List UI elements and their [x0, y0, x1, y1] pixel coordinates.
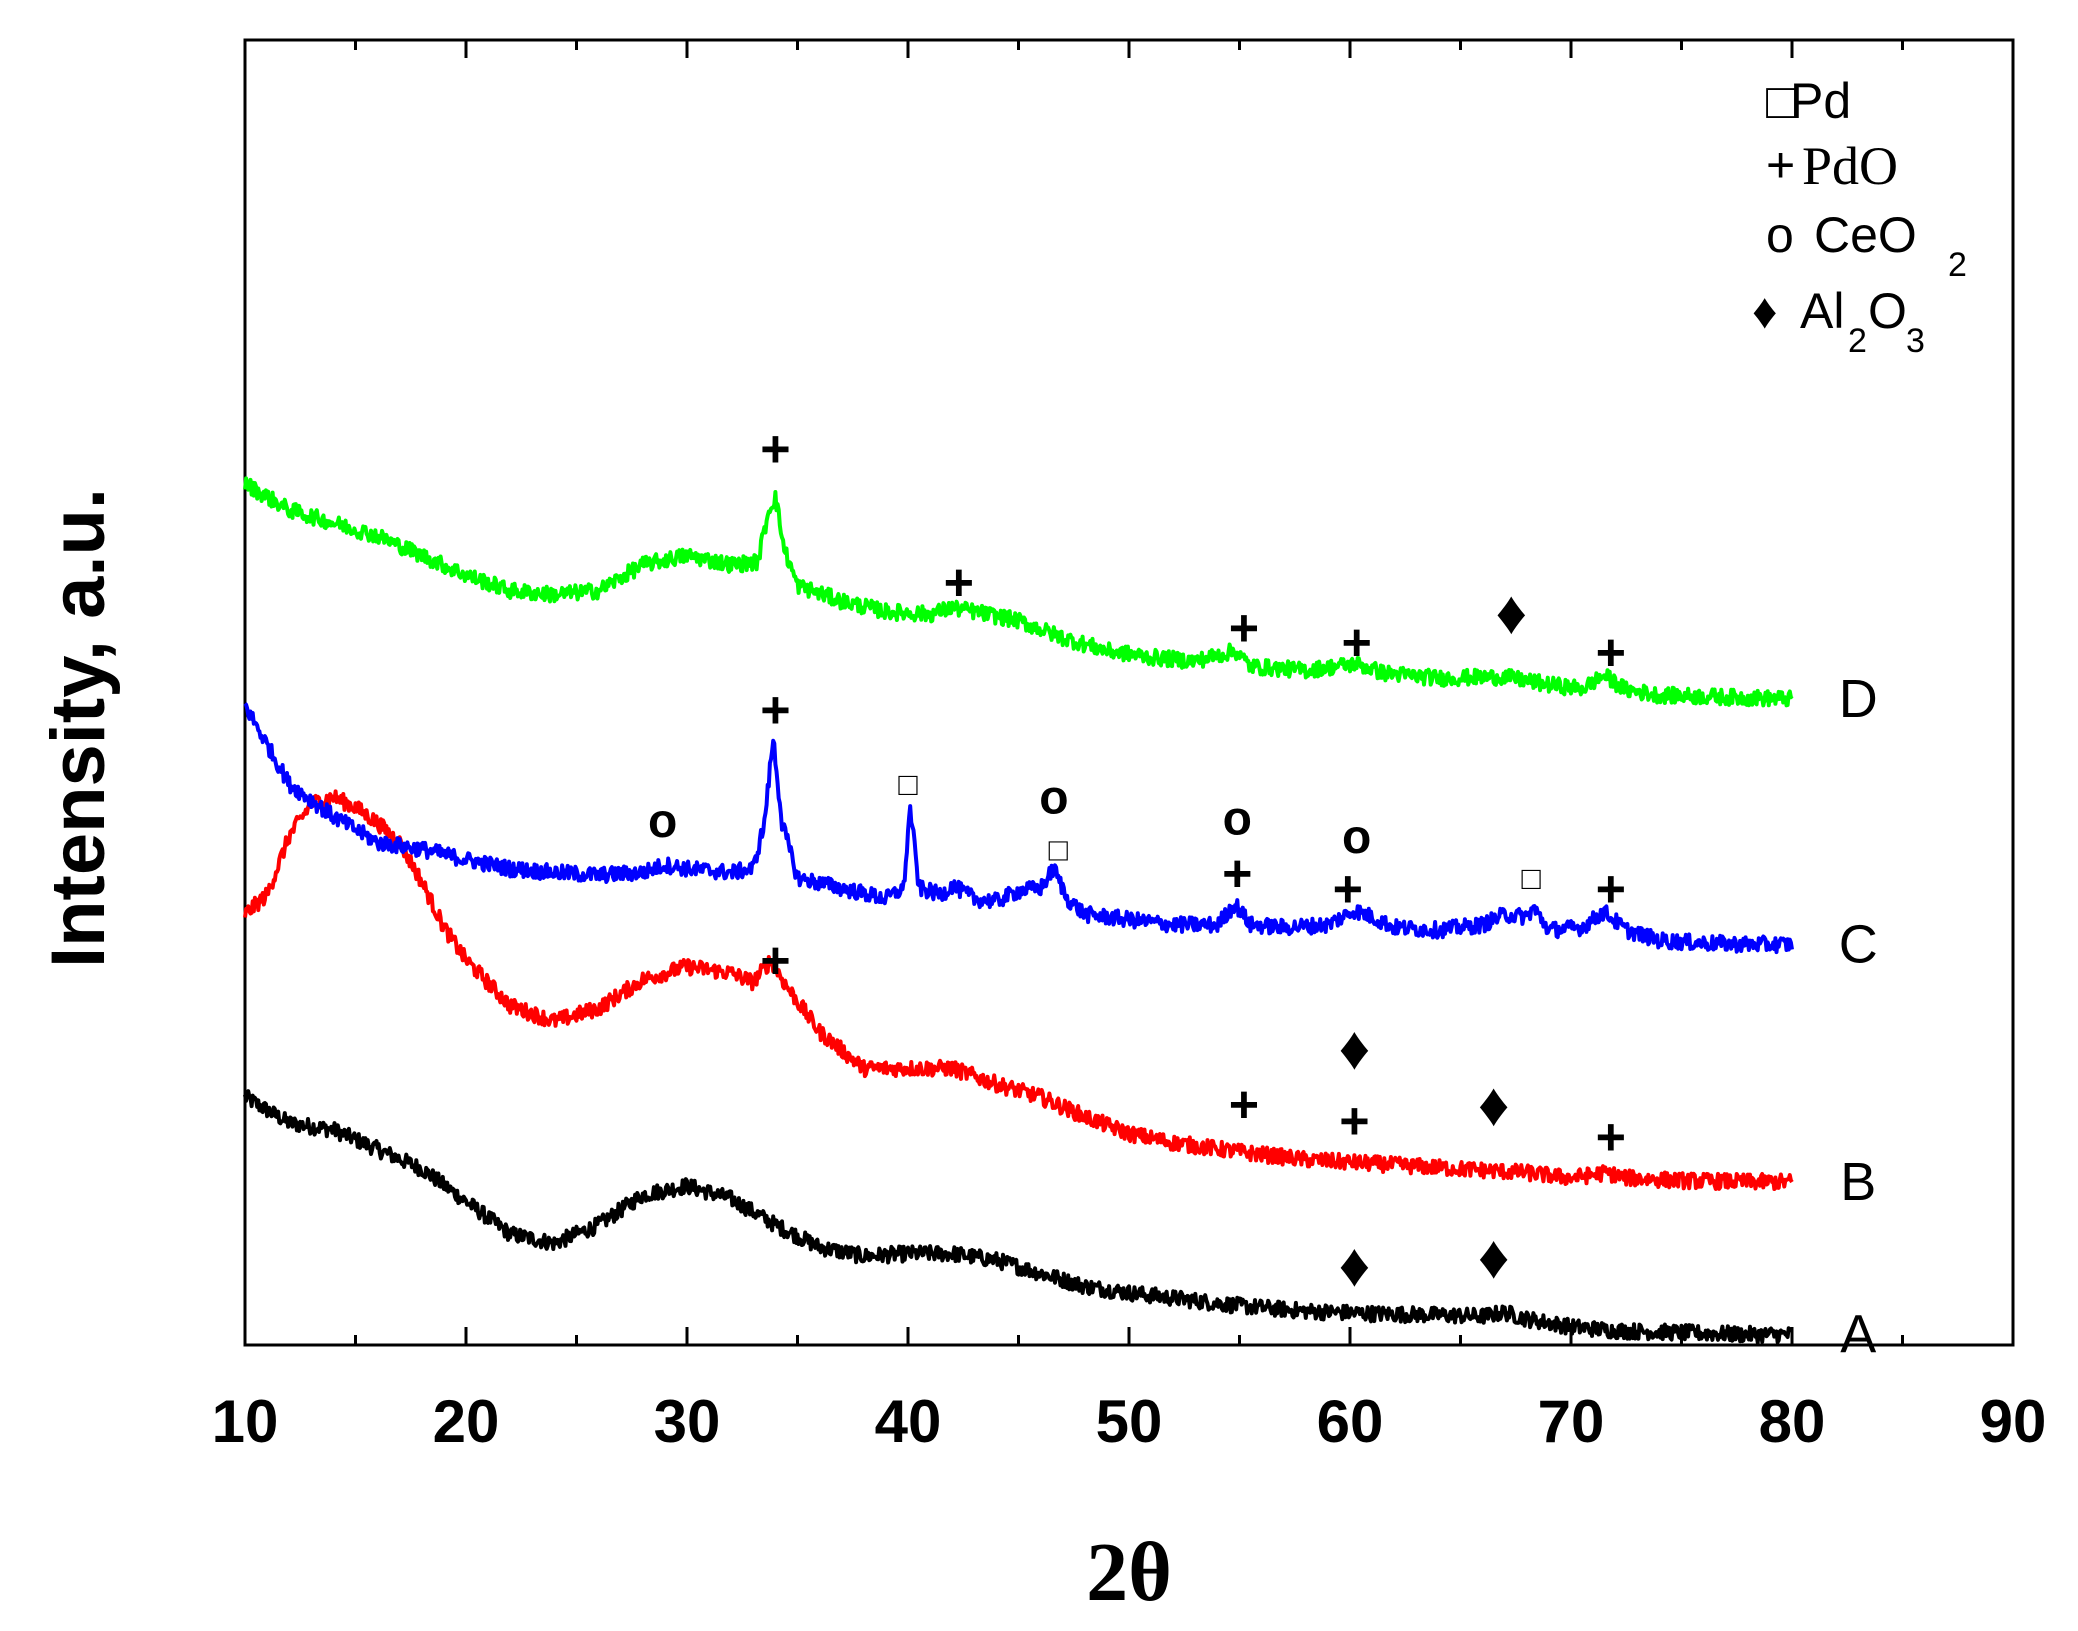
series-label-d: D [1839, 669, 1878, 729]
peak-marker: + [1596, 624, 1626, 682]
legend: □ Pd + PdO o CeO 2 ♦ Al 2 O 3 [1752, 73, 1967, 360]
legend-al2o3-sub-3: 3 [1906, 322, 1925, 360]
x-tick-label: 10 [212, 1388, 279, 1455]
legend-ceo2-subscript: 2 [1948, 246, 1967, 284]
legend-pdo-symbol: + [1766, 137, 1795, 193]
peak-marker: □ [898, 766, 918, 802]
x-tick-label: 90 [1980, 1388, 2047, 1455]
peak-marker: o [1342, 811, 1371, 864]
legend-al2o3-symbol: ♦ [1752, 283, 1778, 339]
peak-marker: + [1222, 845, 1252, 903]
peak-marker: + [1596, 1108, 1626, 1166]
peak-marker: + [1229, 1076, 1259, 1134]
legend-entry-pdo: + PdO [1766, 136, 1898, 196]
peak-marker: ♦ [1339, 1014, 1371, 1083]
series-line-c [243, 702, 1794, 955]
series-line-a [243, 1089, 1793, 1345]
peak-marker: + [760, 932, 790, 990]
series-label-b: B [1840, 1152, 1876, 1212]
legend-al2o3-label-al: Al [1800, 283, 1844, 339]
peak-marker: + [1229, 599, 1259, 657]
legend-entry-ceo2: o CeO 2 [1766, 207, 1967, 284]
peak-marker: ♦ [1478, 1070, 1510, 1139]
x-axis-ticks [243, 40, 2015, 1345]
legend-ceo2-symbol: o [1766, 207, 1794, 263]
peak-marker: + [1596, 860, 1626, 918]
peak-marker: + [760, 421, 790, 479]
series-label-c: C [1839, 914, 1878, 974]
peak-marker: o [648, 795, 677, 848]
legend-pdo-label: PdO [1802, 136, 1898, 196]
legend-entry-al2o3: ♦ Al 2 O 3 [1752, 283, 1925, 360]
legend-entry-pd: □ Pd [1766, 73, 1851, 129]
x-tick-label: 20 [433, 1388, 500, 1455]
series-label-a: A [1840, 1305, 1876, 1365]
legend-al2o3-label-o: O [1868, 283, 1907, 339]
peak-marker-layer: ♦ ♦+♦+ + ♦ ++o□ o□o+o+ □ +++ ♦+ + + [648, 421, 1626, 1300]
peak-marker: + [760, 682, 790, 740]
peak-marker: ♦ [1478, 1223, 1510, 1292]
y-axis-title: Intensity, a.u. [36, 488, 121, 968]
series-label-layer: A B C D [1839, 669, 1878, 1365]
legend-pd-symbol: □ [1766, 73, 1797, 129]
peak-marker: + [1341, 614, 1371, 672]
peak-marker: ♦ [1339, 1231, 1371, 1300]
x-axis-tick-labels: 10 20 30 40 50 60 70 80 90 [212, 1388, 2047, 1455]
peak-marker: + [1333, 860, 1363, 918]
x-tick-label: 80 [1759, 1388, 1826, 1455]
x-tick-label: 70 [1538, 1388, 1605, 1455]
x-axis-title: 2θ [1086, 1526, 1172, 1619]
peak-marker: o [1223, 793, 1252, 846]
series-layer [243, 476, 1794, 1345]
peak-marker: + [944, 554, 974, 612]
legend-al2o3-sub-2: 2 [1848, 322, 1867, 360]
peak-marker: o [1039, 772, 1068, 825]
peak-marker: □ [1049, 831, 1069, 867]
series-line-b [243, 789, 1794, 1191]
peak-marker: □ [1522, 860, 1542, 896]
x-tick-label: 40 [875, 1388, 942, 1455]
x-tick-label: 50 [1096, 1388, 1163, 1455]
peak-marker: + [1339, 1093, 1369, 1151]
x-tick-label: 60 [1317, 1388, 1384, 1455]
legend-pd-label: Pd [1790, 73, 1851, 129]
peak-marker: ♦ [1496, 578, 1528, 647]
legend-ceo2-label: CeO [1814, 207, 1917, 263]
x-tick-label: 30 [654, 1388, 721, 1455]
series-line-d [243, 476, 1794, 708]
